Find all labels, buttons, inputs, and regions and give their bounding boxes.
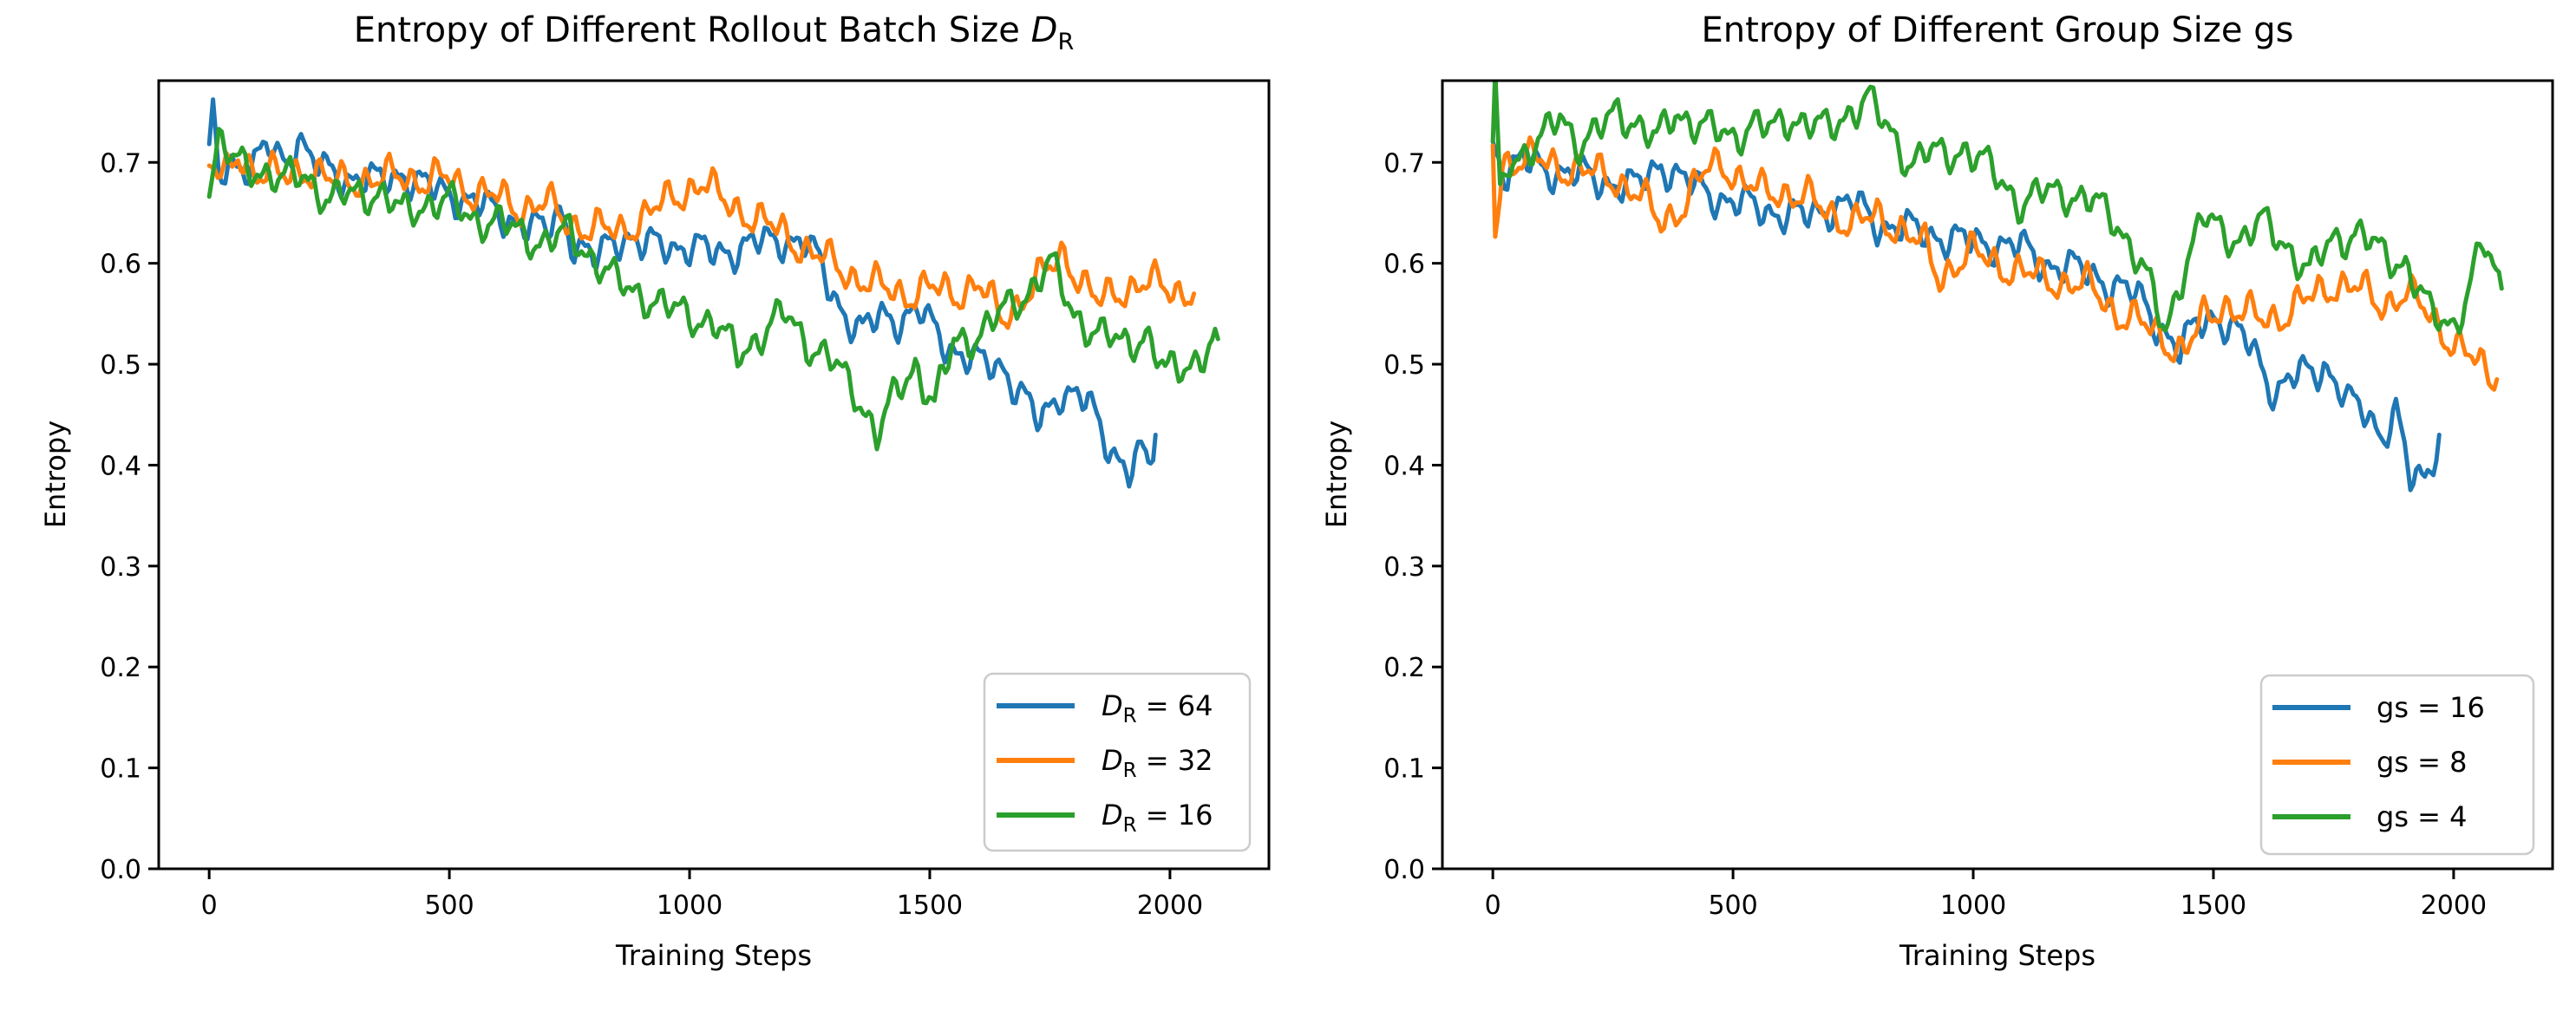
legend-label: DR = 32	[1102, 744, 1213, 782]
legend-label-value: = 16	[2409, 691, 2485, 724]
legend-label: gs = 4	[2377, 800, 2468, 833]
x-tick-label: 1500	[897, 890, 963, 921]
panel-rollout-batch-size: 0 500 1000 1500 2000 0.0 0.1 0.2 0.3 0.4 0.5 0.6 0.7…	[39, 10, 1271, 972]
legend-label: DR = 64	[1102, 689, 1213, 727]
y-tick-label: 0.6	[1383, 250, 1425, 280]
y-tick-label: 0.5	[1383, 350, 1425, 381]
legend-label-symbol: D	[1102, 744, 1123, 777]
y-tick-label: 0.7	[100, 148, 141, 179]
x-tick-label: 0	[1485, 890, 1501, 921]
series-line-gs-8	[1490, 135, 2500, 392]
axes-border	[1441, 79, 2554, 871]
legend-box	[983, 672, 1252, 852]
series-line-d-r-16	[206, 127, 1220, 452]
series-line-gs-16	[1490, 139, 2442, 492]
y-tick-label: 0.1	[1383, 754, 1425, 785]
x-tick-label: 1000	[1940, 890, 2006, 921]
legend-label: DR = 16	[1102, 799, 1213, 837]
legend-box	[2259, 674, 2535, 856]
x-tick-label: 2000	[1137, 890, 1203, 921]
y-tick-label: 0.2	[1383, 653, 1425, 683]
x-tick-label: 0	[201, 890, 218, 921]
series-line-gs-4	[1490, 81, 2504, 336]
chart-title: Entropy of Different Rollout Batch Size …	[354, 10, 1074, 55]
x-tick-label: 1000	[657, 890, 722, 921]
series-line-d-r-64	[206, 97, 1158, 489]
chart-title-symbol: gs	[2253, 10, 2293, 50]
legend-label-value: = 4	[2409, 800, 2468, 833]
legend-label-symbol: D	[1102, 799, 1123, 832]
y-tick-label: 0.0	[100, 855, 141, 885]
legend-label-value: = 8	[2409, 746, 2468, 779]
y-axis-label: Entropy	[39, 421, 72, 528]
legend-label: gs = 16	[2377, 691, 2485, 724]
y-tick-label: 0.0	[1383, 855, 1425, 885]
y-tick-label: 0.1	[100, 754, 141, 785]
x-tick-label: 1500	[2180, 890, 2246, 921]
panel-group-size: 0 500 1000 1500 2000 0.0 0.1 0.2 0.3 0.4 0.5 0.6 0.7…	[1320, 10, 2554, 972]
axes-border	[157, 79, 1271, 871]
chart-title-prefix: Entropy of Different Rollout Batch Size	[354, 10, 1031, 50]
series-group	[1490, 81, 2504, 492]
y-tick-label: 0.7	[1383, 148, 1425, 179]
legend-label-subscript: R	[1123, 705, 1137, 727]
legend-label-symbol: gs	[2377, 746, 2409, 779]
x-axis-label: Training Steps	[615, 939, 812, 972]
legend-label-subscript: R	[1123, 814, 1137, 837]
legend-label-subscript: R	[1123, 760, 1137, 782]
y-tick-label: 0.4	[1383, 451, 1425, 481]
y-tick-label: 0.6	[100, 250, 141, 280]
legend-label: gs = 8	[2377, 746, 2468, 779]
legend-label-value: = 32	[1137, 744, 1213, 777]
y-tick-label: 0.3	[100, 552, 141, 583]
x-tick-label: 2000	[2421, 890, 2487, 921]
x-tick-label: 500	[424, 890, 474, 921]
y-tick-label: 0.5	[100, 350, 141, 381]
chart-title-subscript: R	[1057, 29, 1074, 55]
legend-label-symbol: gs	[2377, 691, 2409, 724]
chart-title-prefix: Entropy of Different Group Size	[1702, 10, 2254, 50]
y-tick-label: 0.2	[100, 653, 141, 683]
legend-label-value: = 64	[1137, 689, 1213, 722]
y-tick-label: 0.3	[1383, 552, 1425, 583]
series-group	[206, 97, 1220, 489]
y-axis-label: Entropy	[1320, 421, 1353, 528]
series-line-d-r-32	[206, 149, 1197, 330]
chart-title-symbol: D	[1031, 10, 1058, 50]
legend-label-value: = 16	[1137, 799, 1213, 832]
x-axis-label: Training Steps	[1899, 939, 2095, 972]
legend-label-symbol: gs	[2377, 800, 2409, 833]
legend-label-symbol: D	[1102, 689, 1123, 722]
chart-title: Entropy of Different Group Size gs	[1702, 10, 2294, 50]
x-tick-label: 500	[1708, 890, 1757, 921]
y-tick-label: 0.4	[100, 451, 141, 481]
